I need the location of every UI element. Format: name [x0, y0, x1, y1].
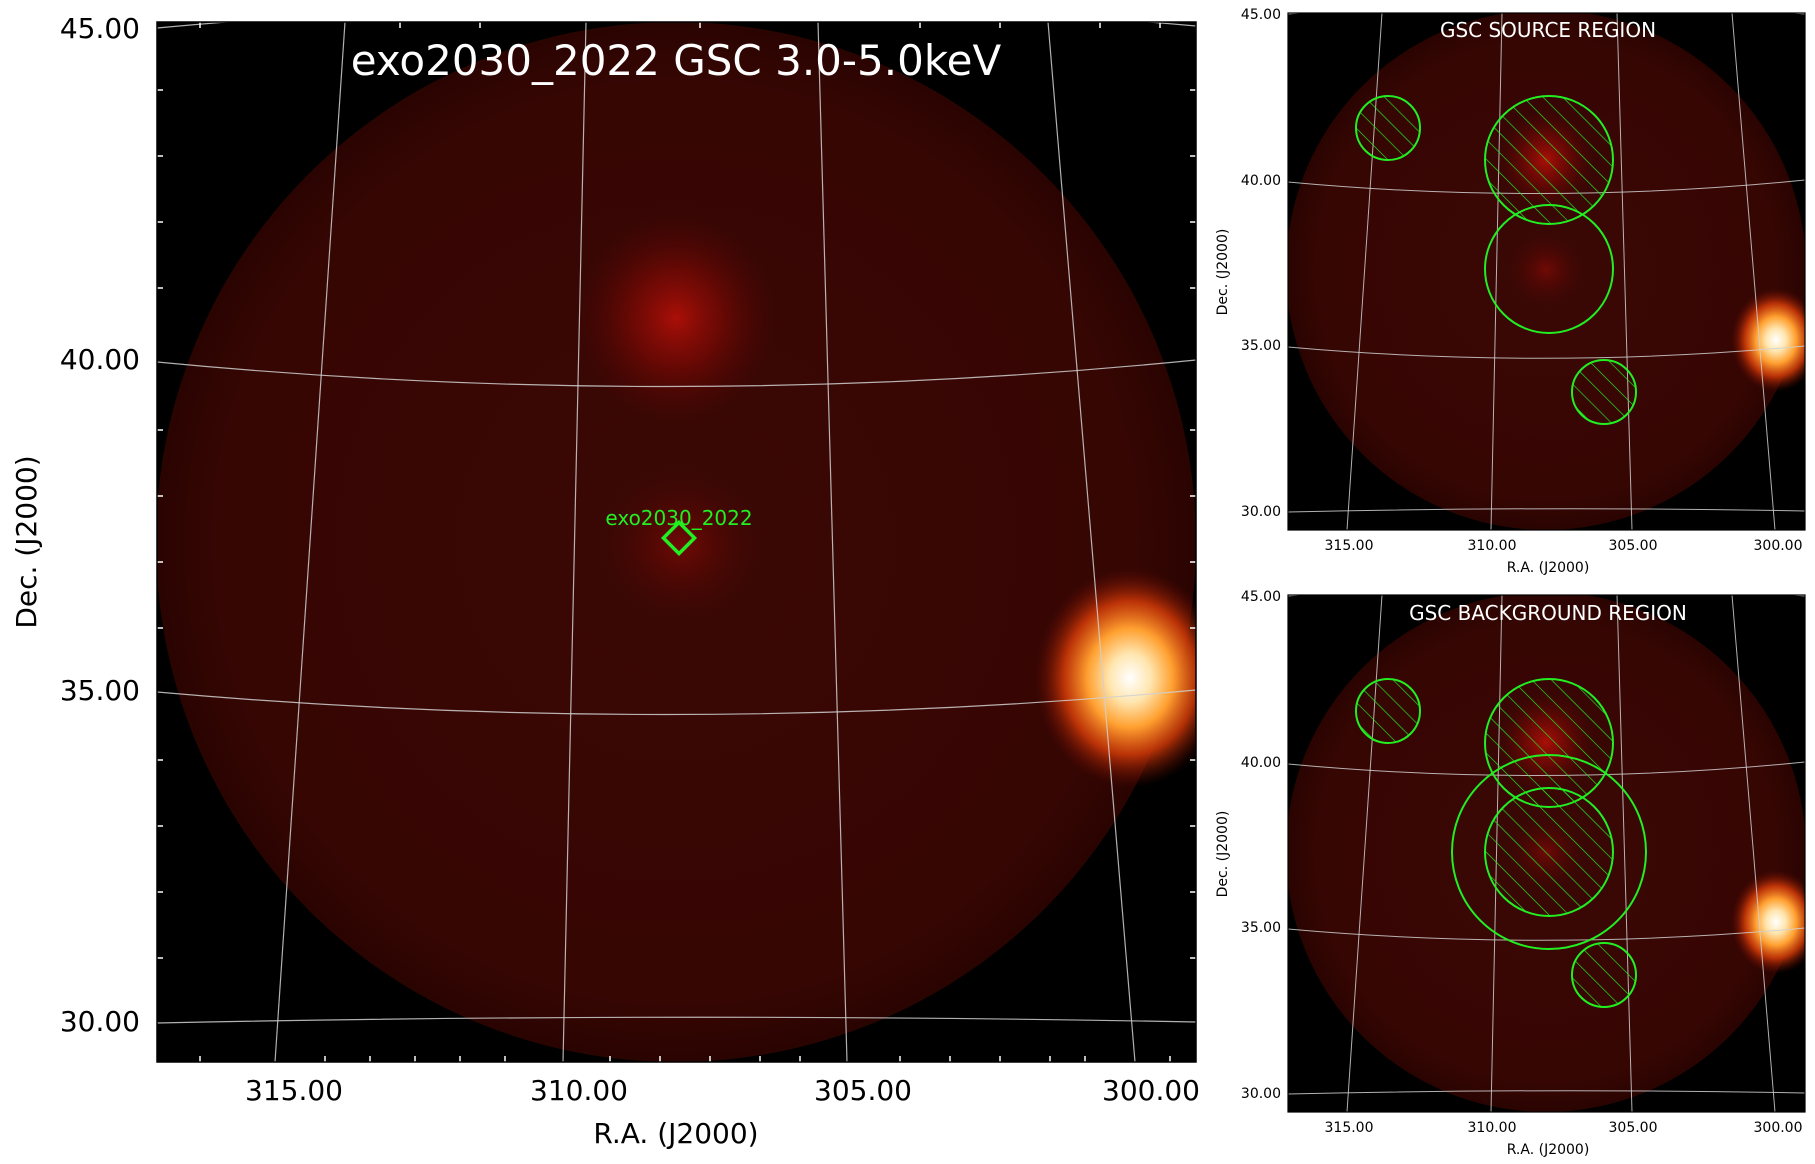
- ra-tick-label: 300.00: [1102, 1074, 1200, 1107]
- dec-tick-label: 40.00: [1241, 173, 1281, 189]
- ra-tick-label: 315.00: [1325, 1120, 1374, 1136]
- exclude-region: [1355, 678, 1421, 744]
- ra-tick-label: 310.00: [1468, 538, 1517, 554]
- main-panel: exo2030_2022 exo2030_2022 GSC 3.0-5.0keV…: [10, 12, 1200, 1150]
- background-annulus-outer: [1451, 754, 1647, 950]
- background-grid: [1288, 595, 1805, 1112]
- background-panel-title: GSC BACKGROUND REGION: [1409, 601, 1687, 625]
- main-axes-frame: [156, 21, 1197, 1063]
- source-ra-tick-labels: 315.00 310.00 305.00 300.00: [1325, 538, 1803, 554]
- source-panel: GSC SOURCE REGION 45.00 40.00 35.00 30.0…: [1215, 7, 1806, 576]
- main-ra-tick-labels: 315.00 310.00 305.00 300.00: [245, 1074, 1200, 1107]
- dec-tick-label: 35.00: [1241, 338, 1281, 354]
- dec-tick-label: 45.00: [1241, 589, 1281, 605]
- source-panel-title: GSC SOURCE REGION: [1440, 18, 1656, 42]
- main-minor-ticks: [157, 22, 1196, 1062]
- main-dec-tick-labels: 45.00 40.00 35.00 30.00: [60, 12, 140, 1038]
- source-ylabel: Dec. (J2000): [1215, 229, 1231, 316]
- source-bright-source: [1731, 288, 1805, 392]
- exclude-region: [1571, 942, 1637, 1008]
- dec-tick-label: 40.00: [1241, 755, 1281, 771]
- background-bright-source: [1731, 870, 1805, 974]
- background-axes-frame: [1287, 594, 1806, 1113]
- dec-tick-label: 35.00: [1241, 920, 1281, 936]
- background-dec-tick-labels: 45.00 40.00 35.00 30.00: [1241, 589, 1281, 1102]
- source-target-glow: [1508, 234, 1584, 306]
- ra-tick-label: 310.00: [1468, 1120, 1517, 1136]
- dec-tick-label: 30.00: [60, 1005, 140, 1038]
- exclude-region: [1484, 787, 1614, 917]
- source-grid: [1288, 13, 1805, 530]
- main-ylabel: Dec. (J2000): [10, 455, 43, 628]
- main-bright-source: [1035, 568, 1196, 788]
- source-dec-tick-labels: 45.00 40.00 35.00 30.00: [1241, 7, 1281, 520]
- dec-tick-label: 30.00: [1241, 504, 1281, 520]
- dec-tick-label: 35.00: [60, 674, 140, 707]
- target-label: exo2030_2022: [605, 506, 752, 530]
- main-target-glow: [602, 470, 762, 620]
- dec-tick-label: 40.00: [60, 343, 140, 376]
- ra-tick-label: 300.00: [1754, 538, 1803, 554]
- exclude-region: [1484, 95, 1614, 225]
- ra-tick-label: 305.00: [814, 1074, 912, 1107]
- exclude-region: [1355, 95, 1421, 161]
- main-grid: [157, 22, 1196, 1062]
- ra-tick-label: 315.00: [245, 1074, 343, 1107]
- target-marker: [660, 519, 698, 557]
- source-axes-frame: [1287, 12, 1806, 531]
- background-ylabel: Dec. (J2000): [1215, 811, 1231, 898]
- ra-tick-label: 305.00: [1609, 1120, 1658, 1136]
- main-xlabel: R.A. (J2000): [593, 1117, 758, 1150]
- background-xlabel: R.A. (J2000): [1507, 1142, 1590, 1158]
- main-faint-source: [576, 213, 776, 423]
- background-panel: GSC BACKGROUND REGION 45.00 40.00 35.00 …: [1215, 589, 1806, 1158]
- ra-tick-label: 300.00: [1754, 1120, 1803, 1136]
- background-ra-tick-labels: 315.00 310.00 305.00 300.00: [1325, 1120, 1803, 1136]
- main-title: exo2030_2022 GSC 3.0-5.0keV: [351, 36, 1002, 85]
- exclude-region: [1571, 359, 1637, 425]
- dec-tick-label: 45.00: [1241, 7, 1281, 23]
- ra-tick-label: 315.00: [1325, 538, 1374, 554]
- ra-tick-label: 305.00: [1609, 538, 1658, 554]
- dec-tick-label: 30.00: [1241, 1086, 1281, 1102]
- ra-tick-label: 310.00: [530, 1074, 628, 1107]
- source-region: [1484, 204, 1614, 334]
- source-xlabel: R.A. (J2000): [1507, 560, 1590, 576]
- dec-tick-label: 45.00: [60, 12, 140, 45]
